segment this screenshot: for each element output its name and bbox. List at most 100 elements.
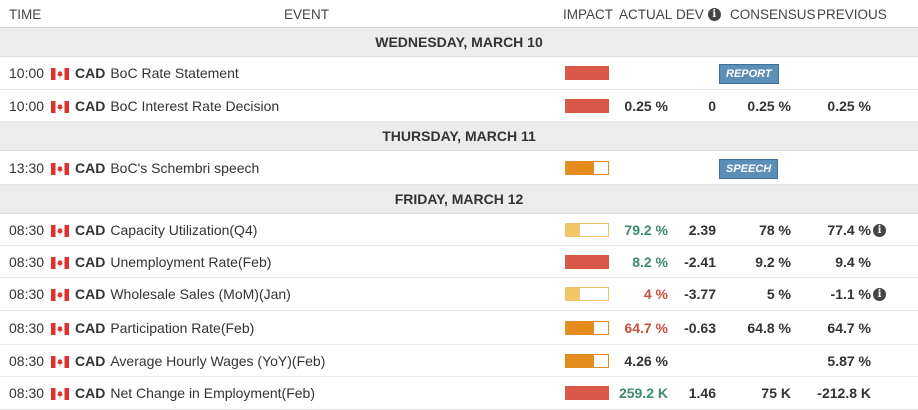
event-row[interactable]: 08:30 CAD Wholesale Sales (MoM)(Jan) 4 % -3.… bbox=[0, 278, 918, 311]
consensus-value: 64.8 % bbox=[747, 319, 791, 336]
event-time: 10:00 bbox=[9, 97, 45, 114]
canada-flag-icon bbox=[51, 256, 69, 269]
event-row[interactable]: 08:30 CAD Capacity Utilization(Q4) 79.2 % 2.… bbox=[0, 214, 918, 246]
impact-high-indicator bbox=[565, 98, 609, 113]
impact-medium-indicator bbox=[565, 353, 609, 368]
consensus-value: 5 % bbox=[766, 286, 791, 302]
day-header-row: WEDNESDAY, MARCH 10 bbox=[0, 28, 918, 57]
event-cell[interactable]: CAD Participation Rate(Feb) bbox=[44, 311, 254, 344]
deviation-value: -0.63 bbox=[684, 319, 716, 336]
event-currency: CAD bbox=[75, 159, 106, 176]
table-header: TIME EVENT IMPACT ACTUAL DEV i CONSENSUS… bbox=[0, 0, 918, 28]
event-currency: CAD bbox=[75, 319, 106, 336]
event-cell[interactable]: CAD BoC Interest Rate Decision bbox=[44, 90, 279, 121]
event-row[interactable]: 08:30 CAD Net Change in Employment(Feb) 259… bbox=[0, 377, 918, 410]
previous-value: -212.8 K bbox=[817, 385, 871, 401]
col-previous-header[interactable]: PREVIOUS bbox=[817, 6, 887, 22]
event-time: 08:30 bbox=[9, 319, 45, 336]
event-row[interactable]: 08:30 CAD Participation Rate(Feb) 64.7 % -0.… bbox=[0, 311, 918, 345]
day-date-label: FRIDAY, MARCH 12 bbox=[394, 191, 524, 207]
actual-value: 4.26 % bbox=[624, 352, 668, 369]
canada-flag-icon bbox=[51, 322, 69, 335]
event-time: 08:30 bbox=[9, 221, 45, 238]
impact-high-indicator bbox=[565, 386, 609, 400]
consensus-value: 75 K bbox=[761, 385, 791, 401]
canada-flag-icon bbox=[51, 387, 69, 400]
event-time: 08:30 bbox=[9, 253, 45, 270]
event-cell[interactable]: CAD BoC's Schembri speech bbox=[44, 151, 259, 184]
deviation-value: 2.39 bbox=[688, 221, 716, 238]
event-row[interactable]: 10:00 CAD BoC Interest Rate Decision 0.25 %… bbox=[0, 90, 918, 122]
event-time: 10:00 bbox=[9, 65, 45, 81]
previous-value: 77.4 % bbox=[827, 221, 871, 238]
actual-value: 64.7 % bbox=[624, 319, 668, 336]
event-tag-speech[interactable]: SPEECH bbox=[719, 158, 779, 179]
actual-value: 8.2 % bbox=[632, 253, 668, 270]
day-header-row: FRIDAY, MARCH 12 bbox=[0, 185, 918, 214]
event-time: 08:30 bbox=[9, 286, 45, 302]
event-row[interactable]: 13:30 CAD BoC's Schembri speech SPEECH bbox=[0, 151, 918, 185]
event-name[interactable]: Net Change in Employment(Feb) bbox=[110, 385, 315, 401]
consensus-value: 0.25 % bbox=[747, 97, 791, 114]
actual-value: 4 % bbox=[643, 286, 668, 302]
event-cell[interactable]: CAD Average Hourly Wages (YoY)(Feb) bbox=[44, 345, 325, 376]
event-name[interactable]: Average Hourly Wages (YoY)(Feb) bbox=[110, 352, 326, 369]
impact-medium-indicator bbox=[565, 320, 609, 335]
event-row[interactable]: 08:30 CAD Average Hourly Wages (YoY)(Feb) 4… bbox=[0, 345, 918, 377]
col-time-header[interactable]: TIME bbox=[9, 6, 42, 22]
event-row[interactable]: 08:30 CAD Unemployment Rate(Feb) 8.2 % -2.41… bbox=[0, 246, 918, 278]
canada-flag-icon bbox=[51, 288, 69, 301]
event-currency: CAD bbox=[75, 221, 106, 238]
event-currency: CAD bbox=[75, 65, 106, 81]
info-icon[interactable]: i bbox=[873, 288, 886, 301]
col-impact-header[interactable]: IMPACT bbox=[563, 6, 613, 22]
event-currency: CAD bbox=[75, 352, 106, 369]
col-consensus-header[interactable]: CONSENSUS bbox=[730, 6, 816, 22]
event-time: 08:30 bbox=[9, 385, 45, 401]
previous-value: 0.25 % bbox=[827, 97, 871, 114]
event-name[interactable]: Capacity Utilization(Q4) bbox=[110, 221, 258, 238]
event-tag-report[interactable]: REPORT bbox=[719, 64, 779, 84]
event-cell[interactable]: CAD Unemployment Rate(Feb) bbox=[44, 246, 271, 277]
event-cell[interactable]: CAD Net Change in Employment(Feb) bbox=[44, 377, 315, 409]
col-dev-label: DEV bbox=[676, 6, 704, 22]
impact-high-indicator bbox=[565, 254, 609, 269]
consensus-value: 9.2 % bbox=[755, 253, 791, 270]
event-name[interactable]: Unemployment Rate(Feb) bbox=[110, 253, 272, 270]
previous-value: 64.7 % bbox=[827, 319, 871, 336]
canada-flag-icon bbox=[51, 67, 69, 80]
event-cell[interactable]: CAD Capacity Utilization(Q4) bbox=[44, 214, 257, 245]
impact-medium-indicator bbox=[565, 160, 609, 175]
actual-value: 0.25 % bbox=[624, 97, 668, 114]
event-currency: CAD bbox=[75, 97, 106, 114]
col-dev-header[interactable]: DEV i bbox=[676, 0, 721, 28]
info-icon[interactable]: i bbox=[707, 7, 721, 21]
info-icon[interactable]: i bbox=[873, 223, 886, 237]
deviation-value: -2.41 bbox=[684, 253, 716, 270]
deviation-value: 1.46 bbox=[688, 385, 716, 401]
event-currency: CAD bbox=[75, 286, 106, 302]
previous-value: 9.4 % bbox=[835, 253, 871, 270]
event-cell[interactable]: CAD Wholesale Sales (MoM)(Jan) bbox=[44, 278, 291, 310]
impact-low-indicator bbox=[565, 287, 609, 301]
event-currency: CAD bbox=[75, 253, 106, 270]
deviation-value: 0 bbox=[708, 97, 716, 114]
event-name[interactable]: BoC's Schembri speech bbox=[110, 159, 260, 176]
event-name[interactable]: Wholesale Sales (MoM)(Jan) bbox=[110, 286, 291, 302]
event-name[interactable]: BoC Interest Rate Decision bbox=[110, 97, 280, 114]
impact-high-indicator bbox=[565, 66, 609, 80]
event-row[interactable]: 10:00 CAD BoC Rate Statement REPORT bbox=[0, 57, 918, 90]
day-date-label: WEDNESDAY, MARCH 10 bbox=[375, 34, 543, 50]
canada-flag-icon bbox=[51, 224, 69, 237]
event-name[interactable]: BoC Rate Statement bbox=[110, 65, 239, 81]
canada-flag-icon bbox=[51, 162, 69, 175]
col-event-header[interactable]: EVENT bbox=[284, 6, 330, 22]
col-actual-header[interactable]: ACTUAL bbox=[619, 6, 673, 22]
canada-flag-icon bbox=[51, 100, 69, 113]
event-name[interactable]: Participation Rate(Feb) bbox=[110, 319, 255, 336]
event-time: 13:30 bbox=[9, 159, 45, 176]
event-cell[interactable]: CAD BoC Rate Statement bbox=[44, 57, 239, 89]
previous-value: 5.87 % bbox=[827, 352, 871, 369]
actual-value: 79.2 % bbox=[624, 221, 668, 238]
